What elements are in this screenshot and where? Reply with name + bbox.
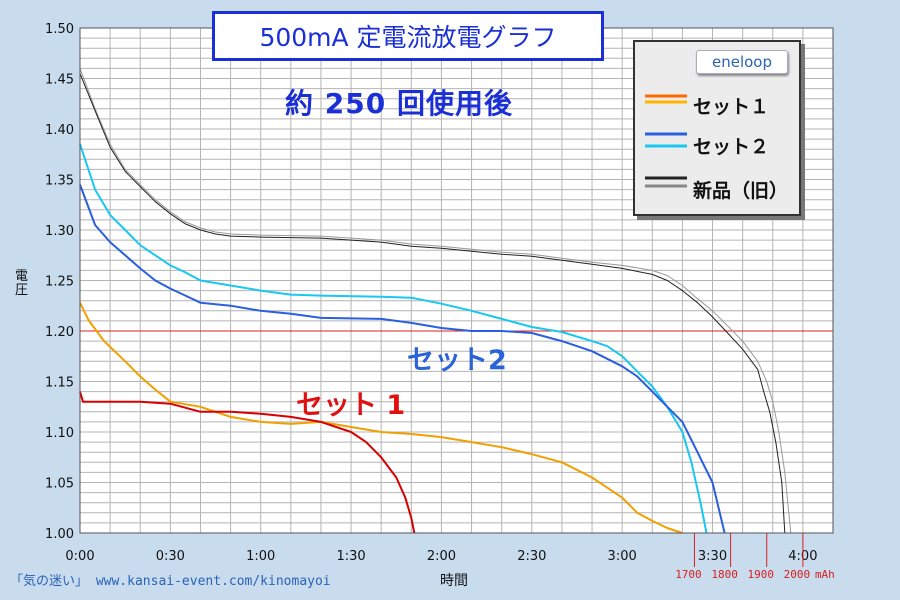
mah-markers: 1700 1800 1900 2000 mAh xyxy=(675,533,835,581)
y-tick-label: 1.35 xyxy=(45,174,74,189)
y-tick-label: 1.10 xyxy=(45,426,74,441)
x-tick-labels: 0:00 0:30 1:00 1:30 2:00 2:30 3:00 3:30 4:00 xyxy=(65,549,817,564)
series-line-2 xyxy=(79,143,708,534)
annotation-set1: セット 1 xyxy=(296,390,406,421)
y-tick-label: 1.30 xyxy=(45,224,74,239)
series-line-4 xyxy=(79,302,683,534)
x-tick-label: 2:00 xyxy=(427,549,456,564)
mah-unit-label: mAh xyxy=(815,568,835,581)
eneloop-logo: eneloop xyxy=(696,50,788,74)
y-tick-label: 1.40 xyxy=(45,123,74,138)
legend-swatch-set1 xyxy=(645,94,687,104)
legend-item-set1: セット１ xyxy=(643,88,803,118)
x-tick-label: 2:30 xyxy=(517,549,546,564)
legend-item-new: 新品（旧） xyxy=(643,172,803,202)
y-tick-label: 1.45 xyxy=(45,73,74,88)
x-tick-label: 3:30 xyxy=(698,549,727,564)
series-line-5 xyxy=(79,391,416,534)
series-line-1 xyxy=(79,73,786,534)
mah-mark-label: 1800 xyxy=(711,568,738,581)
legend-label-set2: セット２ xyxy=(693,136,770,158)
x-tick-label: 1:30 xyxy=(336,549,365,564)
y-tick-label: 1.50 xyxy=(45,22,74,37)
footer-credit: 「気の迷い」 www.kansai-event.com/kinomayoi xyxy=(10,574,331,589)
x-axis-label: 時間 xyxy=(440,573,468,589)
y-tick-label: 1.05 xyxy=(45,477,74,492)
chart-subtitle: 約 250 回使用後 xyxy=(285,87,513,120)
legend-swatch-new xyxy=(645,176,687,188)
x-tick-label: 0:30 xyxy=(156,549,185,564)
legend-label-set1: セット１ xyxy=(693,96,770,118)
y-tick-label: 1.15 xyxy=(45,376,74,391)
series-lines xyxy=(79,68,792,534)
x-tick-label: 0:00 xyxy=(65,549,94,564)
mah-mark-label: 2000 xyxy=(784,568,811,581)
legend: eneloop セット１ セット２ 新品（旧） xyxy=(633,40,801,216)
annotation-set2: セット2 xyxy=(407,345,507,376)
mah-mark-label: 1700 xyxy=(675,568,702,581)
series-line-3 xyxy=(79,184,726,534)
x-tick-label: 1:00 xyxy=(246,549,275,564)
y-axis-label: 電圧 xyxy=(15,269,29,298)
series-line-0 xyxy=(79,68,792,534)
chart-title: 500mA 定電流放電グラフ xyxy=(212,11,604,61)
y-tick-label: 1.25 xyxy=(45,275,74,290)
mah-mark-label: 1900 xyxy=(747,568,774,581)
x-tick-label: 3:00 xyxy=(608,549,637,564)
legend-label-new: 新品（旧） xyxy=(693,180,789,202)
y-tick-labels: 1.50 1.45 1.40 1.35 1.30 1.25 1.20 1.15 1.10 1.05… xyxy=(45,22,74,542)
legend-swatch-set2 xyxy=(645,132,687,148)
y-tick-label: 1.00 xyxy=(45,527,74,542)
y-tick-label: 1.20 xyxy=(45,325,74,340)
legend-item-set2: セット２ xyxy=(643,128,803,158)
